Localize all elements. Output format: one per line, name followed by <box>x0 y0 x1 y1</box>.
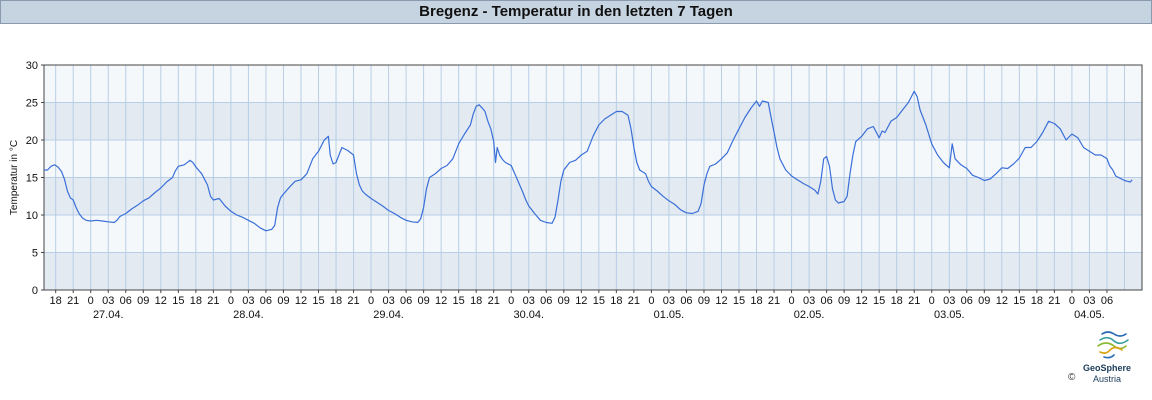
chart-band <box>44 177 1142 215</box>
x-tick-label: 03 <box>242 295 254 307</box>
chart-band <box>44 65 1142 103</box>
y-tick-label: 0 <box>32 285 38 297</box>
y-tick-label: 20 <box>26 135 38 147</box>
x-tick-label: 18 <box>330 295 342 307</box>
x-tick-label: 09 <box>558 295 570 307</box>
temperature-line <box>44 90 1133 232</box>
x-tick-label: 06 <box>120 295 132 307</box>
x-tick-label: 18 <box>891 295 903 307</box>
x-tick-label: 15 <box>873 295 885 307</box>
x-date-label: 29.04. <box>373 309 404 321</box>
x-tick-label: 21 <box>768 295 780 307</box>
x-date-label: 27.04. <box>93 309 124 321</box>
x-tick-label: 21 <box>207 295 219 307</box>
x-tick-label: 12 <box>996 295 1008 307</box>
x-tick-label: 18 <box>190 295 202 307</box>
x-tick-label: 15 <box>1013 295 1025 307</box>
chart-band <box>44 140 1142 178</box>
y-tick-label: 25 <box>26 98 38 110</box>
x-tick-label: 03 <box>102 295 114 307</box>
x-date-label: 30.04. <box>513 309 544 321</box>
x-tick-label: 06 <box>680 295 692 307</box>
brand-subtitle: Austria <box>1092 374 1121 384</box>
y-tick-label: 5 <box>32 248 38 260</box>
x-tick-label: 18 <box>610 295 622 307</box>
chart-band <box>44 102 1142 140</box>
x-tick-label: 21 <box>488 295 500 307</box>
chart-title: Bregenz - Temperatur in den letzten 7 Ta… <box>0 0 1152 24</box>
y-tick-label: 30 <box>26 60 38 72</box>
x-tick-label: 09 <box>418 295 430 307</box>
copyright-mark: © <box>1068 372 1076 383</box>
x-tick-label: 09 <box>978 295 990 307</box>
x-tick-label: 12 <box>435 295 447 307</box>
x-tick-label: 18 <box>470 295 482 307</box>
x-tick-label: 06 <box>1101 295 1113 307</box>
x-tick-label: 12 <box>575 295 587 307</box>
x-tick-label: 09 <box>838 295 850 307</box>
x-tick-label: 18 <box>50 295 62 307</box>
x-tick-label: 18 <box>750 295 762 307</box>
x-date-label: 02.05. <box>794 309 825 321</box>
x-tick-label: 06 <box>540 295 552 307</box>
brand-name: GeoSphere <box>1082 363 1131 373</box>
x-tick-label: 15 <box>312 295 324 307</box>
x-tick-label: 15 <box>593 295 605 307</box>
x-tick-label: 06 <box>260 295 272 307</box>
x-tick-label: 21 <box>67 295 79 307</box>
x-date-label: 03.05. <box>934 309 965 321</box>
x-date-label: 28.04. <box>233 309 264 321</box>
x-tick-label: 12 <box>715 295 727 307</box>
x-tick-label: 21 <box>347 295 359 307</box>
x-tick-label: 0 <box>648 295 654 307</box>
geosphere-logo <box>1097 331 1129 359</box>
x-tick-label: 03 <box>663 295 675 307</box>
x-tick-label: 09 <box>277 295 289 307</box>
x-tick-label: 03 <box>1083 295 1095 307</box>
x-tick-label: 09 <box>137 295 149 307</box>
x-tick-label: 12 <box>155 295 167 307</box>
x-tick-label: 15 <box>172 295 184 307</box>
x-tick-label: 06 <box>820 295 832 307</box>
x-date-label: 04.05. <box>1074 309 1105 321</box>
chart-band <box>44 215 1142 253</box>
x-tick-label: 03 <box>523 295 535 307</box>
x-tick-label: 06 <box>961 295 973 307</box>
x-tick-label: 0 <box>929 295 935 307</box>
x-tick-label: 0 <box>368 295 374 307</box>
chart-band <box>44 252 1142 290</box>
x-tick-label: 0 <box>88 295 94 307</box>
x-tick-label: 21 <box>1048 295 1060 307</box>
x-tick-label: 15 <box>733 295 745 307</box>
x-tick-label: 12 <box>295 295 307 307</box>
x-tick-label: 0 <box>789 295 795 307</box>
y-tick-label: 10 <box>26 210 38 222</box>
x-tick-label: 09 <box>698 295 710 307</box>
x-tick-label: 03 <box>382 295 394 307</box>
x-tick-label: 15 <box>453 295 465 307</box>
x-tick-label: 0 <box>228 295 234 307</box>
y-axis-label: Temperatur in °C <box>9 140 20 215</box>
x-tick-label: 21 <box>908 295 920 307</box>
y-tick-label: 15 <box>26 173 38 185</box>
x-tick-label: 03 <box>943 295 955 307</box>
x-date-label: 01.05. <box>654 309 685 321</box>
x-tick-label: 0 <box>508 295 514 307</box>
x-tick-label: 03 <box>803 295 815 307</box>
x-tick-label: 0 <box>1069 295 1075 307</box>
x-tick-label: 12 <box>856 295 868 307</box>
x-tick-label: 21 <box>628 295 640 307</box>
x-tick-label: 06 <box>400 295 412 307</box>
x-tick-label: 18 <box>1031 295 1043 307</box>
